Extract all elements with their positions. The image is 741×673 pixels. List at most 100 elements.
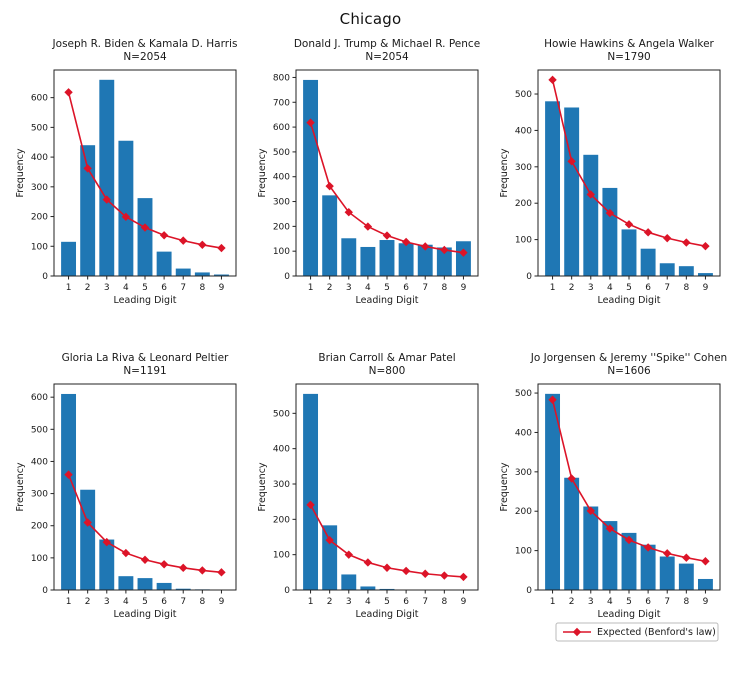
expected-marker (198, 240, 207, 249)
expected-marker (363, 222, 373, 231)
x-tick-label: 7 (664, 597, 670, 607)
bar-digit-4 (118, 576, 134, 590)
bar-digit-9 (455, 241, 471, 276)
subplot-title: Howie Hawkins & Angela Walker (544, 38, 714, 50)
bar-digit-2 (80, 489, 96, 590)
bar-digit-6 (640, 544, 656, 590)
y-tick-label: 200 (273, 515, 290, 525)
y-tick-label: 600 (273, 123, 290, 133)
expected-marker (548, 75, 557, 85)
expected-marker (179, 236, 188, 245)
y-tick-label: 200 (31, 213, 48, 223)
bar-digit-6 (398, 243, 414, 276)
bar-digit-6 (156, 251, 172, 276)
expected-marker (682, 553, 691, 562)
x-tick-label: 1 (550, 283, 556, 293)
x-tick-label: 8 (441, 597, 447, 607)
expected-marker (701, 241, 710, 251)
x-tick-label: 7 (180, 283, 186, 293)
bar-digit-2 (322, 195, 338, 276)
subplot-biden-harris: Joseph R. Biden & Kamala D. Harris N=2054… (14, 36, 243, 316)
x-tick-label: 3 (104, 283, 110, 293)
x-axis-label: Leading Digit (598, 295, 661, 306)
subplot-grid: Joseph R. Biden & Kamala D. Harris N=2054… (14, 36, 727, 654)
expected-marker (401, 566, 411, 576)
bar-digit-5 (379, 588, 395, 590)
bar-digit-2 (322, 525, 338, 590)
x-axis-label: Leading Digit (114, 609, 177, 620)
y-tick-label: 100 (31, 554, 48, 564)
expected-marker (83, 518, 92, 527)
expected-marker (421, 569, 430, 578)
expected-marker (217, 568, 226, 577)
y-tick-label: 200 (31, 522, 48, 532)
expected-marker (306, 118, 315, 127)
y-tick-label: 500 (31, 425, 48, 435)
y-tick-label: 0 (284, 272, 290, 282)
x-tick-label: 6 (403, 597, 409, 607)
y-tick-label: 100 (273, 551, 290, 561)
y-tick-label: 600 (31, 94, 48, 104)
expected-marker (382, 231, 392, 240)
y-tick-label: 800 (273, 73, 290, 83)
x-tick-label: 3 (588, 597, 594, 607)
bar-digit-5 (621, 532, 637, 590)
bar-digit-3 (583, 154, 599, 276)
x-tick-label: 8 (199, 283, 205, 293)
y-tick-label: 200 (515, 507, 532, 517)
expected-marker (363, 558, 373, 567)
y-axis-label: Frequency (499, 462, 510, 511)
expected-marker (217, 243, 226, 253)
expected-marker (198, 566, 207, 575)
expected-marker (64, 470, 73, 479)
x-tick-label: 5 (142, 283, 148, 293)
y-tick-label: 100 (515, 236, 532, 246)
x-tick-label: 1 (66, 597, 72, 607)
bar-digit-9 (697, 578, 713, 590)
x-tick-label: 9 (461, 597, 467, 607)
x-tick-label: 6 (161, 597, 167, 607)
y-tick-label: 500 (31, 123, 48, 133)
expected-marker (102, 195, 111, 204)
bar-digit-9 (697, 273, 713, 276)
subplot-title: Gloria La Riva & Leonard Peltier (62, 352, 229, 364)
y-tick-label: 300 (31, 183, 48, 193)
y-tick-label: 300 (31, 490, 48, 500)
expected-marker (459, 572, 468, 582)
x-tick-label: 2 (569, 283, 575, 293)
bar-digit-6 (156, 582, 172, 590)
legend-marker-sample (572, 627, 582, 637)
subplot-title: Donald J. Trump & Michael R. Pence (294, 38, 480, 50)
x-tick-label: 7 (422, 597, 428, 607)
y-axis-label: Frequency (15, 148, 26, 197)
bar-digit-3 (341, 238, 357, 276)
bar-digit-7 (175, 268, 191, 276)
expected-marker (344, 208, 353, 217)
bar-digit-7 (659, 263, 675, 276)
x-tick-label: 4 (123, 283, 129, 293)
y-tick-label: 200 (273, 222, 290, 232)
axes-frame (53, 383, 237, 591)
y-tick-label: 700 (273, 98, 290, 108)
x-tick-label: 2 (327, 597, 333, 607)
y-axis-label: Frequency (257, 148, 268, 197)
y-tick-label: 0 (284, 586, 290, 596)
bar-digit-8 (678, 266, 694, 276)
bar-digit-3 (99, 79, 115, 276)
x-axis-label: Leading Digit (598, 609, 661, 620)
x-tick-label: 1 (550, 597, 556, 607)
expected-marker (663, 549, 672, 558)
y-tick-label: 400 (31, 153, 48, 163)
y-tick-label: 300 (515, 163, 532, 173)
x-tick-label: 3 (346, 597, 352, 607)
y-tick-label: 100 (273, 247, 290, 257)
expected-marker (344, 550, 353, 559)
y-tick-label: 300 (273, 480, 290, 490)
y-axis-label: Frequency (257, 462, 268, 511)
subplot-subtitle: N=1606 (607, 365, 651, 377)
y-tick-label: 400 (515, 126, 532, 136)
chart-jorgensen-cohen: Jo Jorgensen & Jeremy ''Spike'' CohenN=1… (499, 352, 727, 642)
y-tick-label: 0 (526, 586, 532, 596)
figure-title: Chicago (339, 10, 402, 28)
